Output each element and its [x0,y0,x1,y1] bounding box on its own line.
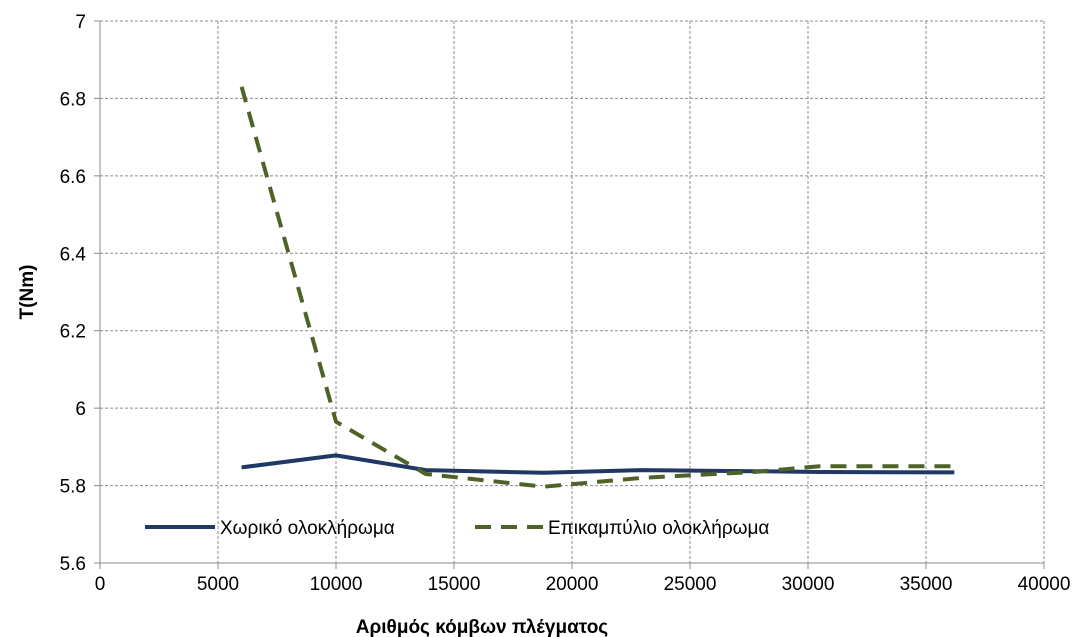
series-line-0 [241,453,955,475]
legend-label-spatial: Χωρικό ολοκλήρωμα [220,518,395,539]
x-tick-label: 15000 [428,574,481,595]
x-tick-labels: 0 5000 10000 15000 20000 25000 30000 35000 40000 [95,563,1071,595]
y-axis-title: T(Nm) [17,265,38,320]
y-tick-label: 6.4 [60,244,87,265]
x-tick-label: 30000 [782,574,835,595]
x-tick-label: 40000 [1018,574,1071,595]
y-tick-label: 5.6 [60,554,86,575]
x-tick-label: 20000 [546,574,599,595]
y-tick-labels: 5.6 5.8 6 6.2 6.4 6.6 6.8 7 [60,12,100,575]
x-tick-label: 25000 [664,574,717,595]
y-tick-label: 6 [75,399,86,420]
y-tick-label: 6.2 [60,322,86,343]
y-tick-label: 7 [75,12,86,33]
x-tick-label: 10000 [310,574,363,595]
grid-lines [100,20,1045,563]
y-tick-label: 6.6 [60,167,86,188]
legend-label-curvilinear: Επικαμπύλιο ολοκλήρωμα [548,518,769,539]
y-tick-label: 5.8 [60,477,86,498]
legend-item-curvilinear: Επικαμπύλιο ολοκλήρωμα [475,518,769,539]
x-axis-title: Αριθμός κόμβων πλέγματος [356,617,609,637]
y-tick-label: 6.8 [60,89,86,110]
series-lines [239,86,955,489]
x-tick-label: 35000 [900,574,953,595]
legend-item-spatial: Χωρικό ολοκλήρωμα [145,518,395,539]
x-tick-label: 0 [95,574,106,595]
legend: Χωρικό ολοκλήρωμα Επικαμπύλιο ολοκλήρωμα [145,518,769,539]
x-tick-label: 5000 [197,574,239,595]
series-line-1 [239,86,955,489]
